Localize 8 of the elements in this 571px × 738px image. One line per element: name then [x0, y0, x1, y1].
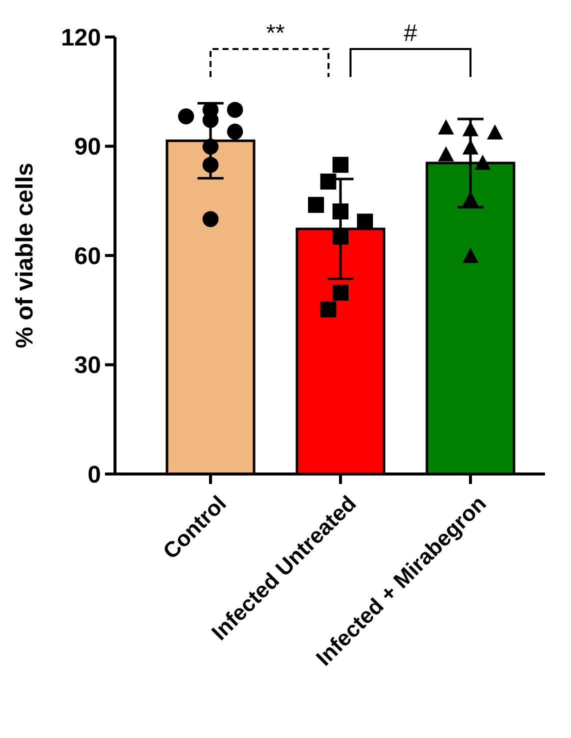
y-tick-label: 0	[88, 461, 101, 488]
y-axis-title: % of viable cells	[11, 162, 38, 348]
annotation: #	[404, 20, 418, 47]
y-tick-label: 30	[74, 352, 101, 380]
annotation: **	[266, 20, 285, 47]
y-tick-label: 120	[60, 24, 101, 52]
y-tick-label: 90	[74, 134, 101, 161]
y-tick-label: 60	[74, 242, 101, 270]
